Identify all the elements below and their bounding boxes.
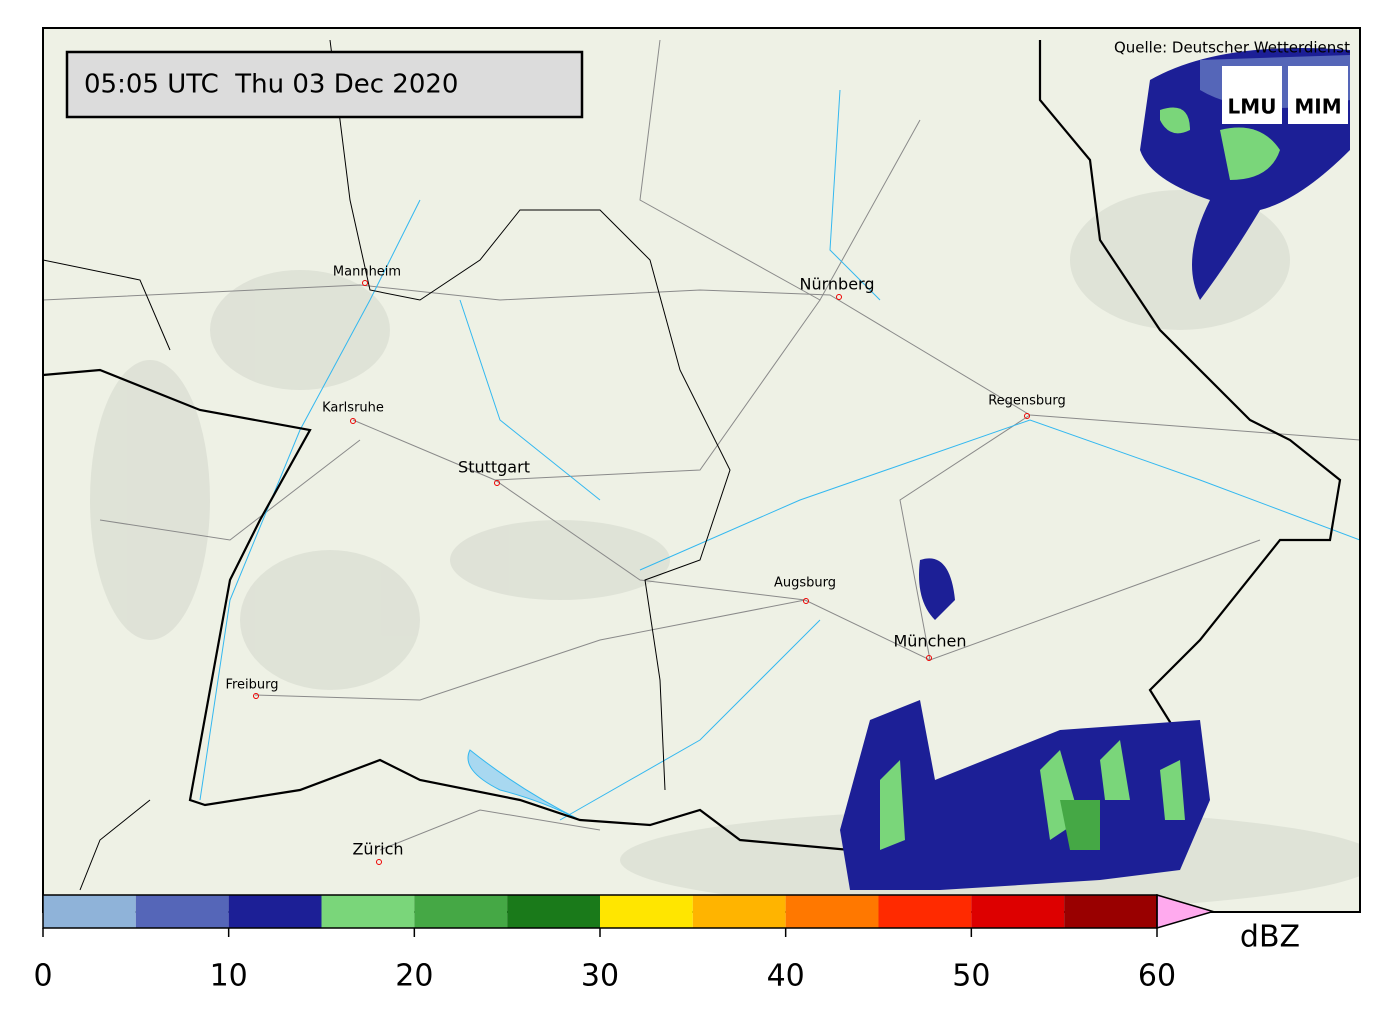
colorbar-segment [321,895,415,928]
tick-label: 60 [1138,959,1176,994]
city-label: Mannheim [333,265,401,280]
logo-box [1288,66,1348,124]
colorbar-segment [600,895,693,928]
colorbar-segment [43,895,136,928]
city-dot [803,598,809,604]
lake [467,749,581,821]
city-label: Nürnberg [800,275,875,294]
city-dot [494,480,500,486]
source: Quelle: Deutscher Wetterdienst [1114,39,1350,57]
colorbar-segment [414,895,508,928]
tick-label: 20 [395,959,433,994]
colorbar-label: dBZ [1240,920,1300,955]
tick-label: 30 [581,959,619,994]
city-dot [836,294,842,300]
roads [43,39,1360,851]
colorbar-segment [971,895,1065,928]
timestamp-box [65,50,584,119]
city-dot [1024,413,1030,419]
city-label: München [893,632,966,651]
city-dot [362,280,368,286]
tick-label: 10 [210,959,248,994]
tick-label: 50 [952,959,990,994]
city-label: Freiburg [225,678,278,693]
city-label: Regensburg [988,394,1066,409]
logo-box [1222,66,1282,124]
logo-text: LMU [1228,95,1277,119]
borders [43,39,1342,891]
map-layer [43,28,1360,912]
colorbar-segment [135,895,229,928]
timestamp: 05:05 UTC Thu 03 Dec 2020 [84,70,458,100]
tick-label: 0 [33,959,52,994]
tick-label: 40 [767,959,805,994]
city-dot [376,859,382,865]
colorbar-segment [785,895,879,928]
colorbar-segment [507,895,600,928]
city-label: Stuttgart [458,458,530,477]
logo-text: MIM [1294,95,1341,119]
city-label: Karlsruhe [322,401,384,416]
city-dot [253,693,259,699]
city-label: Zürich [352,840,403,859]
city-dot [926,655,932,661]
city-dot [350,418,356,424]
colorbar-segment [228,895,322,928]
colorbar-segment [1064,895,1157,928]
city-label: Augsburg [774,576,836,591]
colorbar-segment [878,895,972,928]
rivers [199,89,1360,821]
colorbar-segment [692,895,786,928]
